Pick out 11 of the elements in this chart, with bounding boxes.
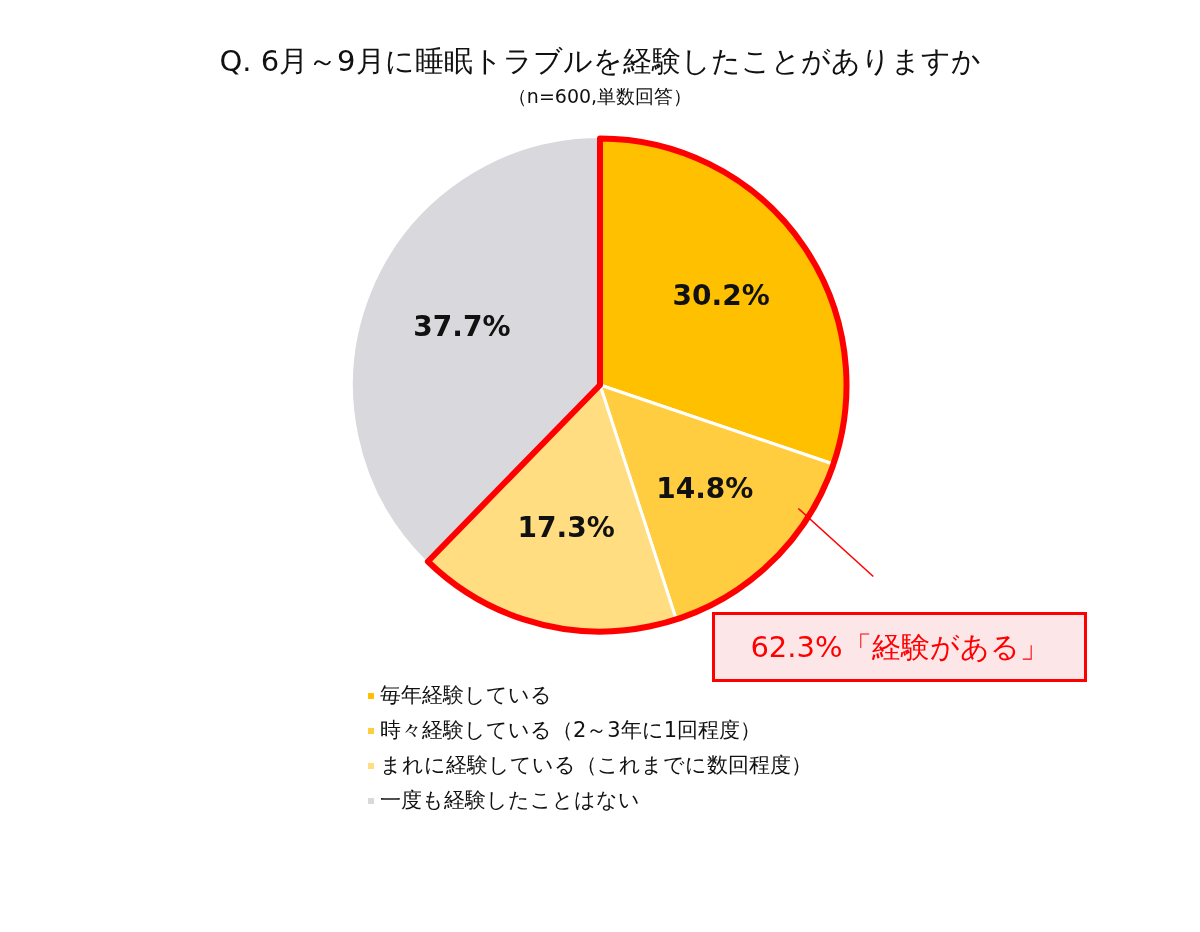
legend-label: まれに経験している（これまでに数回程度） (379, 752, 812, 779)
data-label: 37.7% (413, 310, 511, 344)
chart-subtitle: （n=600,単数回答） (506, 84, 694, 109)
data-label: 30.2% (672, 279, 770, 313)
legend-label: 時々経験している（2～3年に1回程度） (379, 717, 763, 744)
chart-title: Q. 6月～9月に睡眠トラブルを経験したことがありますか (218, 43, 982, 80)
legend-label: 一度も経験したことはない (379, 787, 641, 814)
data-label: 17.3% (517, 511, 615, 545)
data-label: 14.8% (656, 472, 754, 506)
text: 62.3%「経験がある」 (712, 612, 1087, 682)
legend-label: 毎年経験している (379, 682, 553, 709)
